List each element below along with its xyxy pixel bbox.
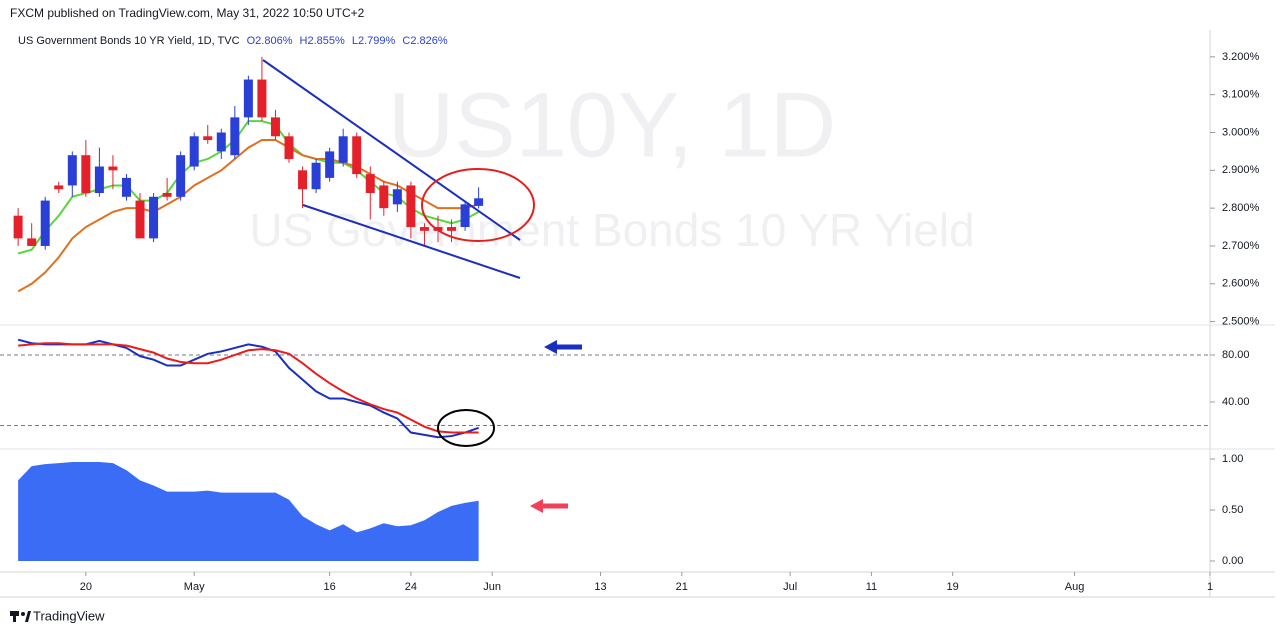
trend-line xyxy=(302,204,521,279)
arrow xyxy=(530,499,568,513)
candle-body xyxy=(474,198,484,206)
y-tick-label: 40.00 xyxy=(1222,396,1250,408)
legend-open: O2.806% xyxy=(247,35,293,47)
trend-line xyxy=(262,59,521,241)
candle-body xyxy=(149,196,159,239)
x-tick-label: 20 xyxy=(80,581,92,593)
candle-body xyxy=(338,136,348,163)
watermark: US10Y, 1D xyxy=(388,74,836,176)
candle-body xyxy=(40,200,50,246)
y-tick-label: 3.200% xyxy=(1222,51,1260,63)
candle-body xyxy=(325,151,335,178)
candle-body xyxy=(13,215,23,239)
legend-high: H2.855% xyxy=(300,35,345,47)
y-tick-label: 2.700% xyxy=(1222,240,1260,252)
candle-body xyxy=(257,79,267,118)
candle-body xyxy=(311,162,321,190)
candle-body xyxy=(298,170,308,190)
y-tick-label: 3.000% xyxy=(1222,126,1260,138)
candle-body xyxy=(189,136,199,167)
candle-body xyxy=(392,189,402,205)
candle-body xyxy=(27,238,37,246)
x-tick-label: 16 xyxy=(324,581,336,593)
candle-body xyxy=(162,193,172,197)
x-tick-label: Aug xyxy=(1065,581,1085,593)
oscillator-line xyxy=(18,342,479,434)
x-tick-label: 24 xyxy=(405,581,417,593)
candle-body xyxy=(203,136,213,141)
highlight-ellipse xyxy=(421,168,535,242)
oscillator-line xyxy=(17,338,479,439)
moving-average xyxy=(17,139,479,293)
candle-body xyxy=(94,166,104,194)
candle-body xyxy=(419,227,429,231)
candle-body xyxy=(447,227,457,231)
candle-body xyxy=(230,117,240,156)
area xyxy=(18,462,479,561)
candle-body xyxy=(365,174,375,194)
publisher: FXCM published on TradingView.com, May 3… xyxy=(10,6,365,20)
candle-body xyxy=(406,185,416,228)
candle-body xyxy=(81,155,91,194)
candle-body xyxy=(284,136,294,159)
y-tick-label: 0.50 xyxy=(1222,504,1243,516)
x-tick-label: May xyxy=(184,581,205,593)
candle-body xyxy=(379,185,389,209)
candle-body xyxy=(54,185,64,190)
legend-close: C2.826% xyxy=(402,35,447,47)
legend-title: US Government Bonds 10 YR Yield, 1D, TVC xyxy=(18,35,240,47)
y-tick-label: 1.00 xyxy=(1222,453,1243,465)
highlight-ellipse xyxy=(437,409,495,447)
y-tick-label: 80.00 xyxy=(1222,349,1250,361)
watermark-subtitle: US Government Bonds 10 YR Yield xyxy=(249,204,974,256)
x-tick-label: 11 xyxy=(866,581,877,593)
candle-body xyxy=(460,204,470,228)
candle-body xyxy=(176,155,186,197)
logo xyxy=(10,611,31,622)
legend: US Government Bonds 10 YR Yield, 1D, TVC… xyxy=(18,35,448,47)
candle-body xyxy=(243,79,253,118)
x-tick-label: Jul xyxy=(783,581,797,593)
candle-body xyxy=(135,200,145,239)
y-tick-label: 0.00 xyxy=(1222,555,1243,567)
x-tick-label: 19 xyxy=(947,581,959,593)
legend-low: L2.799% xyxy=(352,35,396,47)
candle-body xyxy=(67,155,77,186)
x-tick-label: 13 xyxy=(594,581,606,593)
candle-body xyxy=(352,136,362,175)
x-tick-label: Jun xyxy=(483,581,501,593)
candle-body xyxy=(216,132,226,152)
plot-area xyxy=(0,56,1210,561)
y-tick-label: 3.100% xyxy=(1222,89,1260,101)
y-tick-label: 2.500% xyxy=(1222,316,1260,328)
x-tick-label: 21 xyxy=(676,581,688,593)
y-tick-label: 2.900% xyxy=(1222,164,1260,176)
candle-body xyxy=(108,166,118,171)
y-tick-label: 2.600% xyxy=(1222,278,1260,290)
candle-body xyxy=(433,227,443,231)
y-tick-label: 2.800% xyxy=(1222,202,1260,214)
candle-body xyxy=(270,117,280,137)
x-tick-label: 1 xyxy=(1207,581,1213,593)
footer-brand: TradingView xyxy=(33,608,105,623)
candle-body xyxy=(121,177,131,197)
arrow xyxy=(544,340,582,354)
